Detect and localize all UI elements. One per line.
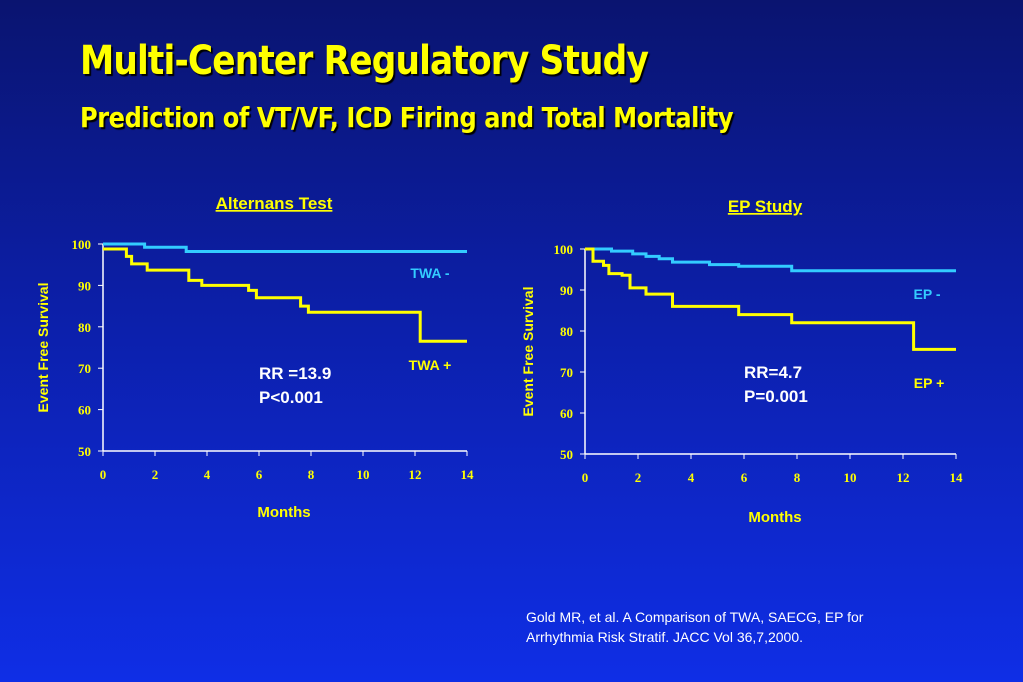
alternans-series-positive-label: TWA + (409, 357, 452, 373)
citation: Gold MR, et al. A Comparison of TWA, SAE… (526, 607, 996, 647)
alternans-stat-p: P<0.001 (259, 388, 323, 407)
ep-x-tick-label: 2 (635, 470, 642, 485)
alternans-y-tick-label: 50 (78, 444, 91, 459)
alternans-series-negative-label: TWA - (410, 265, 449, 281)
alternans-y-tick-label: 80 (78, 320, 91, 335)
alternans-series-positive-line (103, 247, 467, 343)
ep-y-tick-label: 60 (560, 406, 573, 421)
ep-x-tick-label: 0 (582, 470, 589, 485)
ep-x-tick-label: 8 (794, 470, 801, 485)
alternans-y-tick-label: 60 (78, 403, 91, 418)
alternans-x-tick-label: 0 (100, 467, 107, 482)
alternans-x-tick-label: 10 (357, 467, 370, 482)
ep-y-axis-label: Event Free Survival (520, 287, 536, 417)
citation-line-2: Arrhythmia Risk Stratif. JACC Vol 36,7,2… (526, 629, 803, 645)
alternans-x-tick-label: 4 (204, 467, 211, 482)
ep-series-negative-line (585, 247, 956, 273)
slide-title: Multi-Center Regulatory Study (80, 38, 649, 84)
ep-stat-p: P=0.001 (744, 387, 808, 406)
alternans-x-tick-label: 14 (461, 467, 475, 482)
ep-series-positive-line (585, 247, 956, 351)
slide-subtitle: Prediction of VT/VF, ICD Firing and Tota… (80, 101, 734, 134)
alternans-y-axis-label: Event Free Survival (35, 283, 51, 413)
alternans-series-negative-line (103, 242, 467, 253)
alternans-stat-rr: RR =13.9 (259, 364, 331, 383)
ep-y-tick-label: 80 (560, 324, 573, 339)
alternans-chart-title: Alternans Test (216, 194, 333, 213)
ep-series-positive-label: EP + (914, 375, 945, 391)
ep-y-tick-label: 90 (560, 283, 573, 298)
alternans-x-axis-label: Months (257, 504, 310, 521)
alternans-x-tick-label: 8 (308, 467, 315, 482)
alternans-x-tick-label: 6 (256, 467, 263, 482)
ep-x-tick-label: 12 (897, 470, 910, 485)
ep-y-tick-label: 70 (560, 365, 573, 380)
ep-x-axis-label: Months (748, 509, 801, 526)
ep-y-tick-label: 100 (554, 242, 574, 257)
alternans-y-tick-label: 90 (78, 278, 91, 293)
citation-line-1: Gold MR, et al. A Comparison of TWA, SAE… (526, 609, 864, 625)
alternans-x-tick-label: 12 (409, 467, 422, 482)
ep-x-tick-label: 4 (688, 470, 695, 485)
ep-x-tick-label: 10 (844, 470, 857, 485)
ep-x-tick-label: 14 (950, 470, 964, 485)
alternans-y-tick-label: 70 (78, 361, 91, 376)
ep-x-tick-label: 6 (741, 470, 748, 485)
ep-series-negative-label: EP - (914, 286, 941, 302)
ep-stat-rr: RR=4.7 (744, 363, 802, 382)
alternans-y-tick-label: 100 (72, 237, 92, 252)
ep-y-tick-label: 50 (560, 447, 573, 462)
alternans-x-tick-label: 2 (152, 467, 159, 482)
ep-chart-title: EP Study (728, 197, 803, 216)
